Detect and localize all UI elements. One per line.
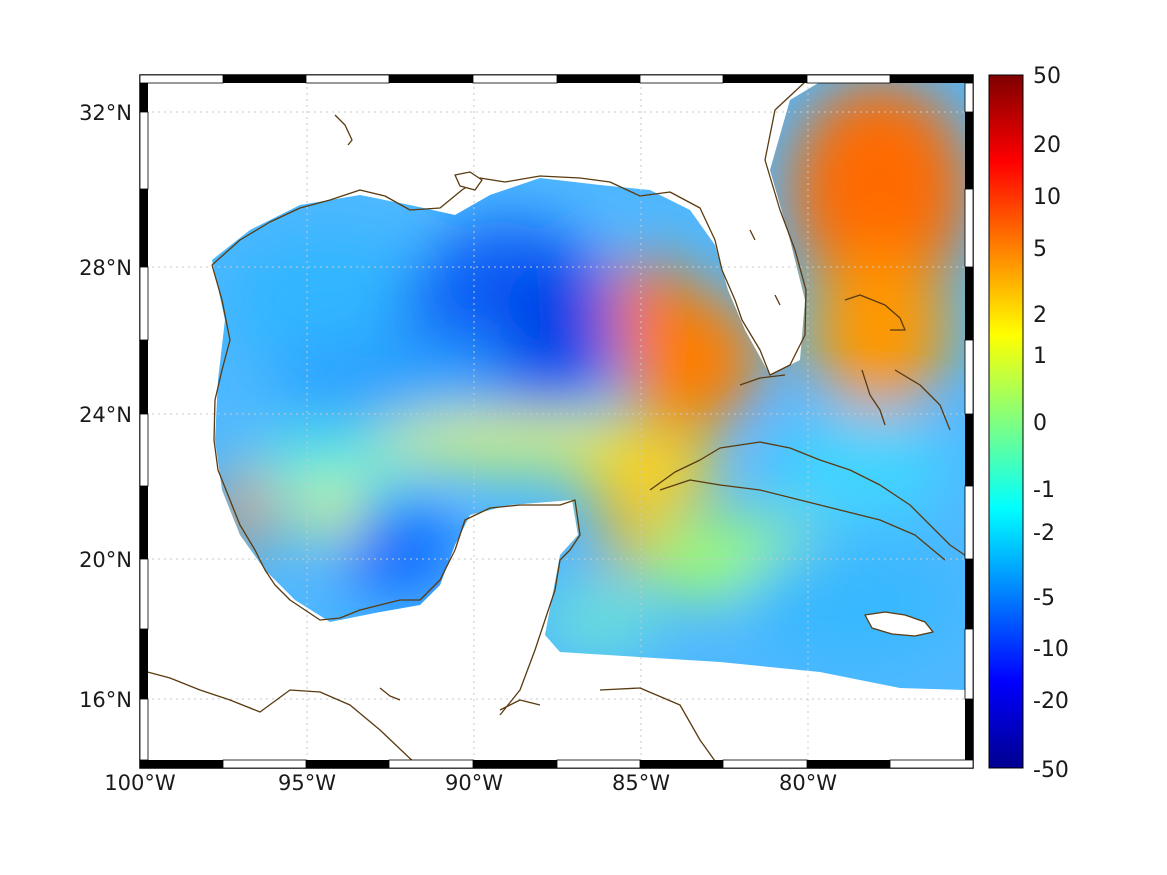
lat-tick-label: 20°N <box>79 548 132 572</box>
graticule <box>140 75 973 768</box>
lon-tick-label: 100°W <box>104 771 176 795</box>
colorbar-tick-label: -2 <box>1033 521 1055 546</box>
colorbar-tick-label: 1 <box>1033 344 1047 369</box>
lat-tick-label: 16°N <box>79 688 132 712</box>
lat-tick-label: 24°N <box>79 403 132 427</box>
colorbar-tick-label: 10 <box>1033 185 1061 210</box>
colorbar-tick-label: -50 <box>1033 758 1069 783</box>
colorbar-tick-label: 20 <box>1033 133 1061 158</box>
colorbar-tick-label: 2 <box>1033 303 1047 328</box>
colorbar-tick-label: 0 <box>1033 411 1047 436</box>
coastlines <box>139 81 973 769</box>
lon-tick-label: 80°W <box>779 771 837 795</box>
colorbar-tick-label: 5 <box>1033 237 1047 262</box>
colorbar-tick-label: -20 <box>1033 689 1069 714</box>
lon-tick-label: 85°W <box>612 771 670 795</box>
lat-tick-label: 28°N <box>79 256 132 280</box>
colorbar-gradient <box>988 74 1024 769</box>
colorbar: 50 20 10 5 2 1 0 -1 -2 -5 -10 -20 -50 <box>988 64 1069 783</box>
map-frame <box>139 74 974 769</box>
colorbar-tick-label: -5 <box>1033 586 1055 611</box>
lat-tick-label: 32°N <box>79 101 132 125</box>
lat-axis: 32°N 28°N 24°N 20°N 16°N <box>79 101 132 712</box>
lon-tick-label: 90°W <box>445 771 503 795</box>
colorbar-tick-label: 50 <box>1033 64 1061 89</box>
lon-axis: 100°W 95°W 90°W 85°W 80°W <box>104 771 837 795</box>
lon-tick-label: 95°W <box>278 771 336 795</box>
colorbar-tick-label: -1 <box>1033 478 1055 503</box>
colorbar-tick-label: -10 <box>1033 637 1069 662</box>
